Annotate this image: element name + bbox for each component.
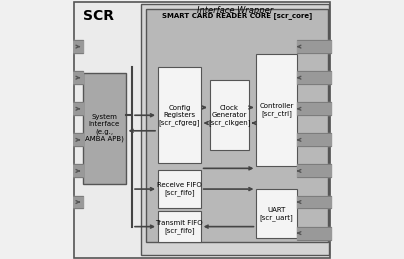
Bar (141, 4, 329, 255)
Bar (257, 54, 297, 166)
Text: Controller
[scr_ctrl]: Controller [scr_ctrl] (259, 103, 294, 117)
Text: UART
[scr_uart]: UART [scr_uart] (260, 207, 293, 221)
Bar (146, 9, 328, 242)
Bar (158, 211, 201, 242)
Bar (257, 189, 297, 238)
Bar (158, 67, 201, 163)
Text: SMART CARD READER CORE [scr_core]: SMART CARD READER CORE [scr_core] (162, 12, 312, 19)
Bar (158, 170, 201, 208)
Text: Config
Registers
[scr_cfgreg]: Config Registers [scr_cfgreg] (159, 105, 200, 126)
Bar (210, 80, 248, 150)
Text: Transmit FIFO
[scr_fifo]: Transmit FIFO [scr_fifo] (156, 220, 203, 234)
Text: Clock
Generator
[scr_clkgen]: Clock Generator [scr_clkgen] (208, 105, 250, 126)
Text: Interface Wrapper: Interface Wrapper (197, 6, 273, 16)
Text: Receive FIFO
[scr_fifo]: Receive FIFO [scr_fifo] (157, 182, 202, 196)
Text: SCR: SCR (83, 9, 114, 23)
Bar (83, 73, 126, 184)
Text: System
Interface
(e.g.,
AMBA APB): System Interface (e.g., AMBA APB) (85, 114, 124, 142)
